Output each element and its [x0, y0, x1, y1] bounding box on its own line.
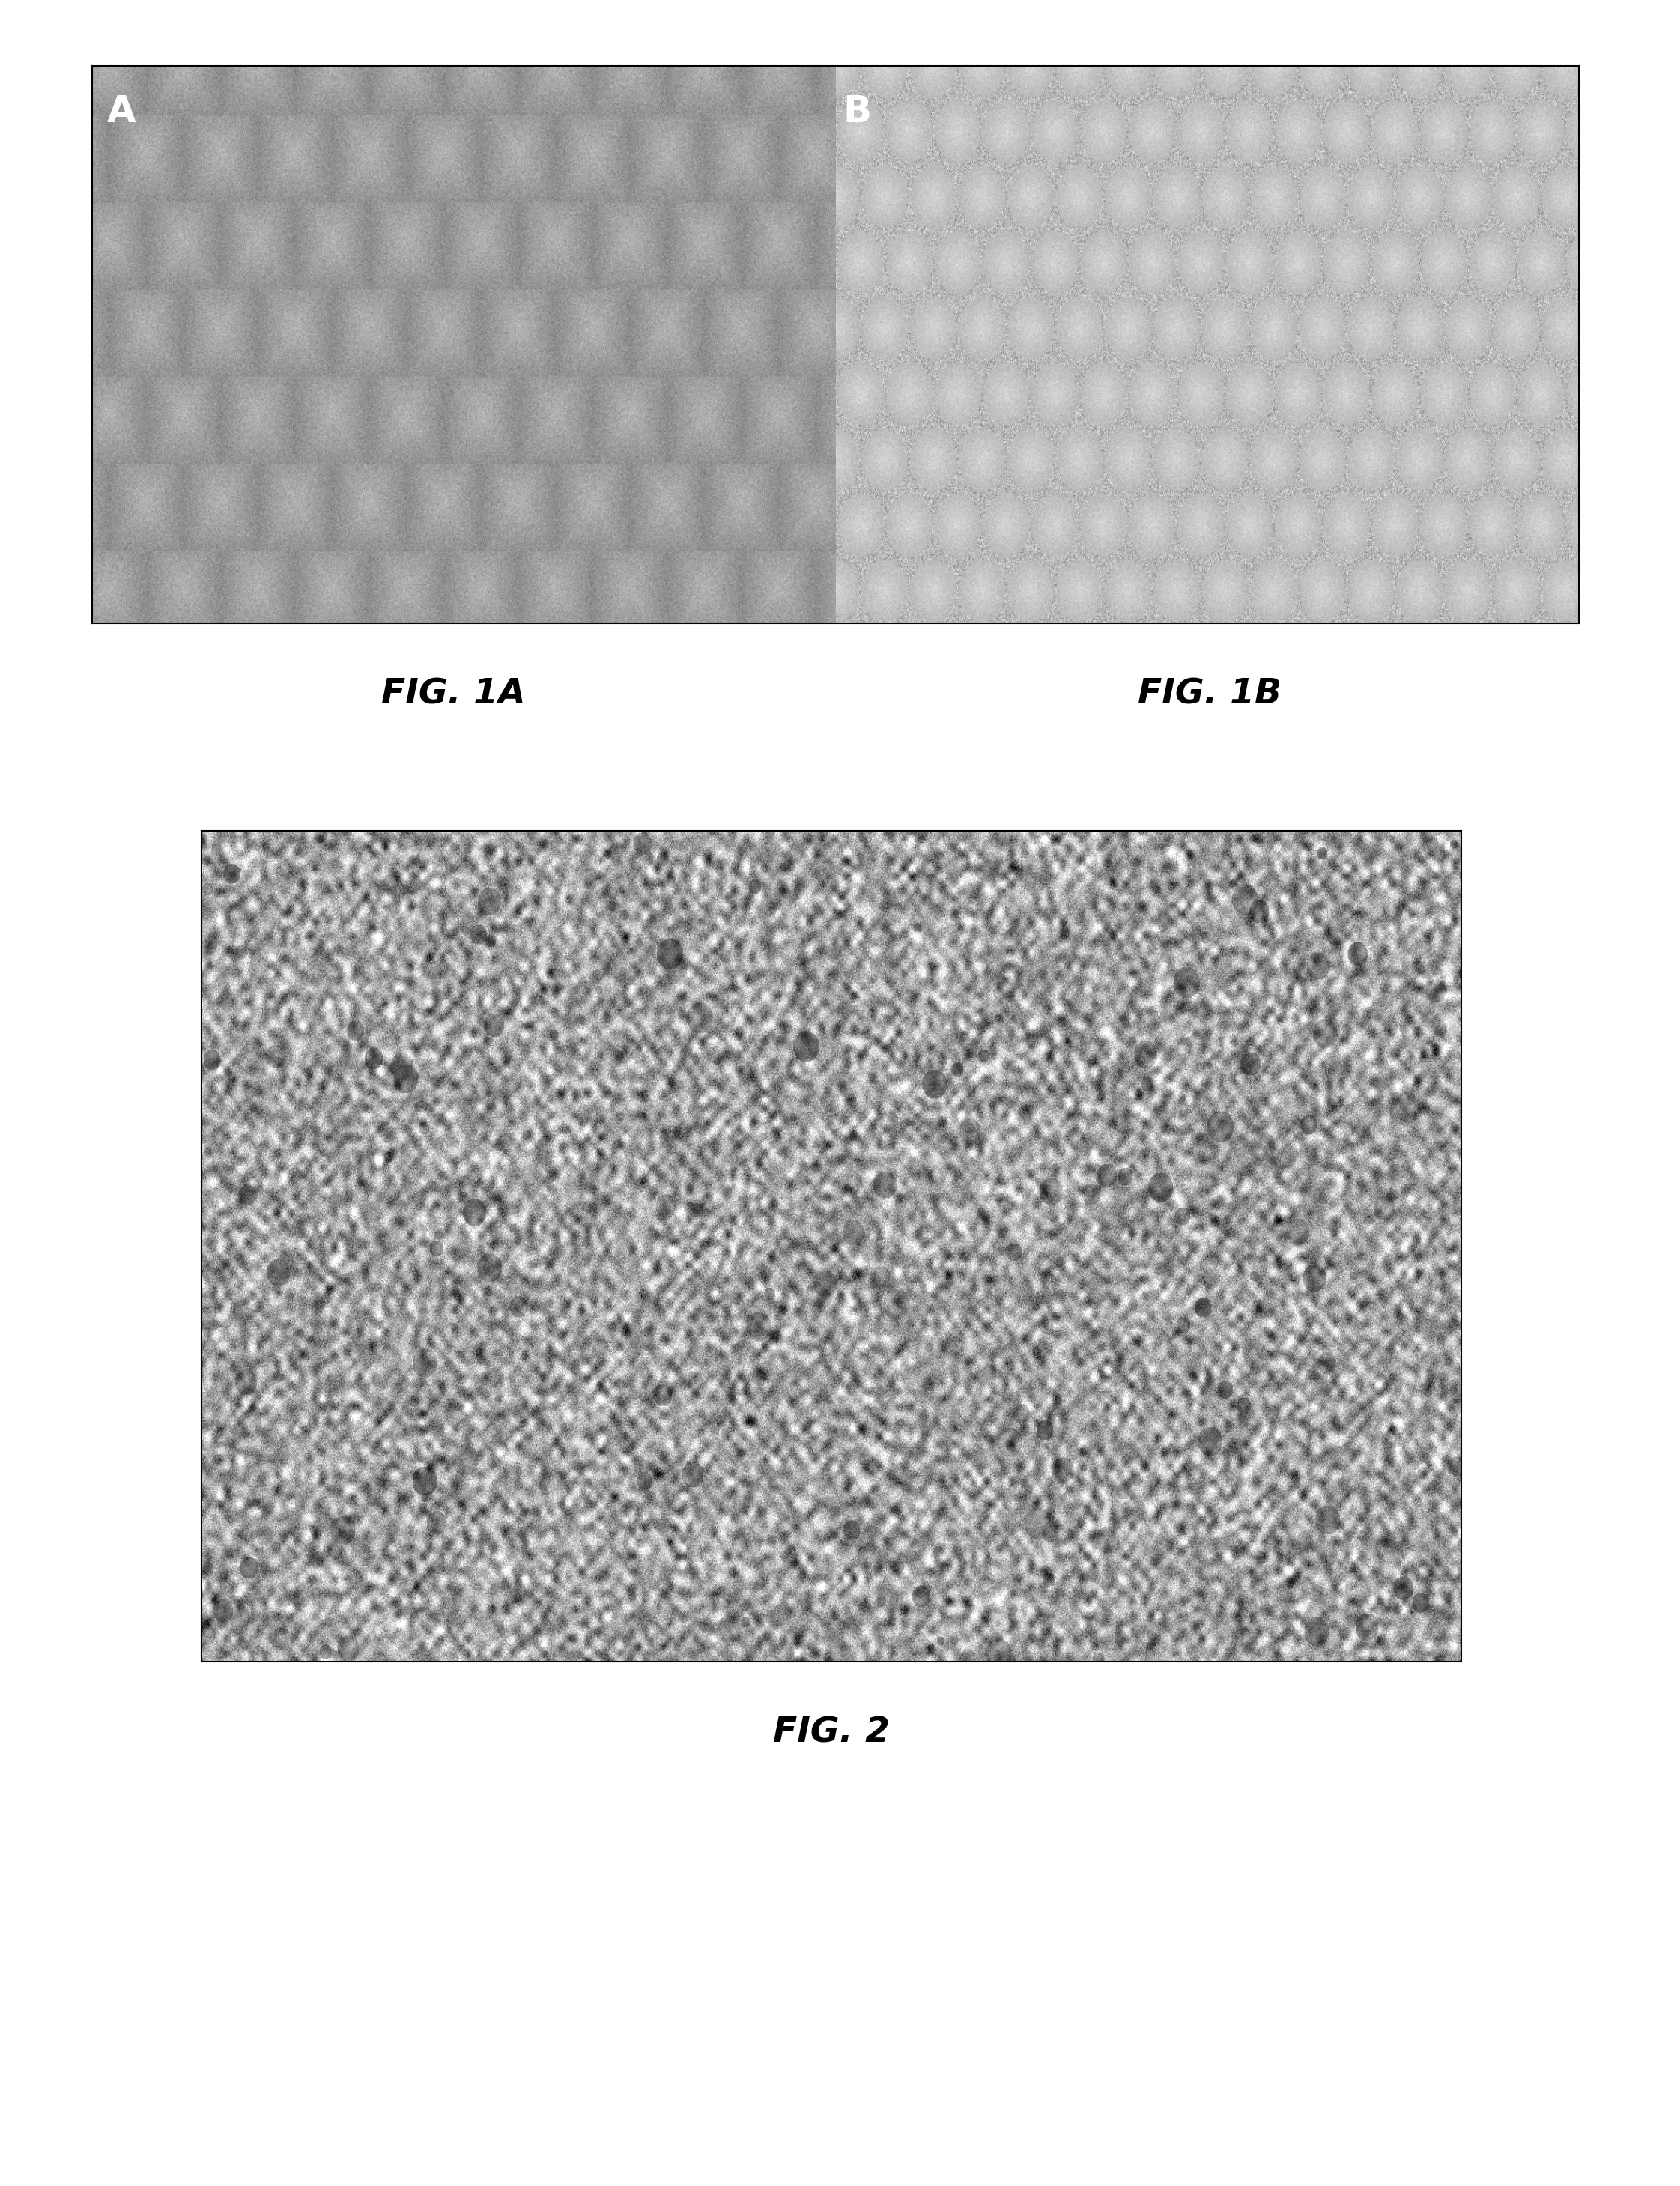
Text: FIG. 2: FIG. 2 — [773, 1716, 890, 1749]
Text: FIG. 1A: FIG. 1A — [381, 678, 526, 710]
Text: A: A — [108, 94, 136, 129]
Text: B: B — [843, 94, 872, 129]
Text: FIG. 1B: FIG. 1B — [1137, 678, 1282, 710]
